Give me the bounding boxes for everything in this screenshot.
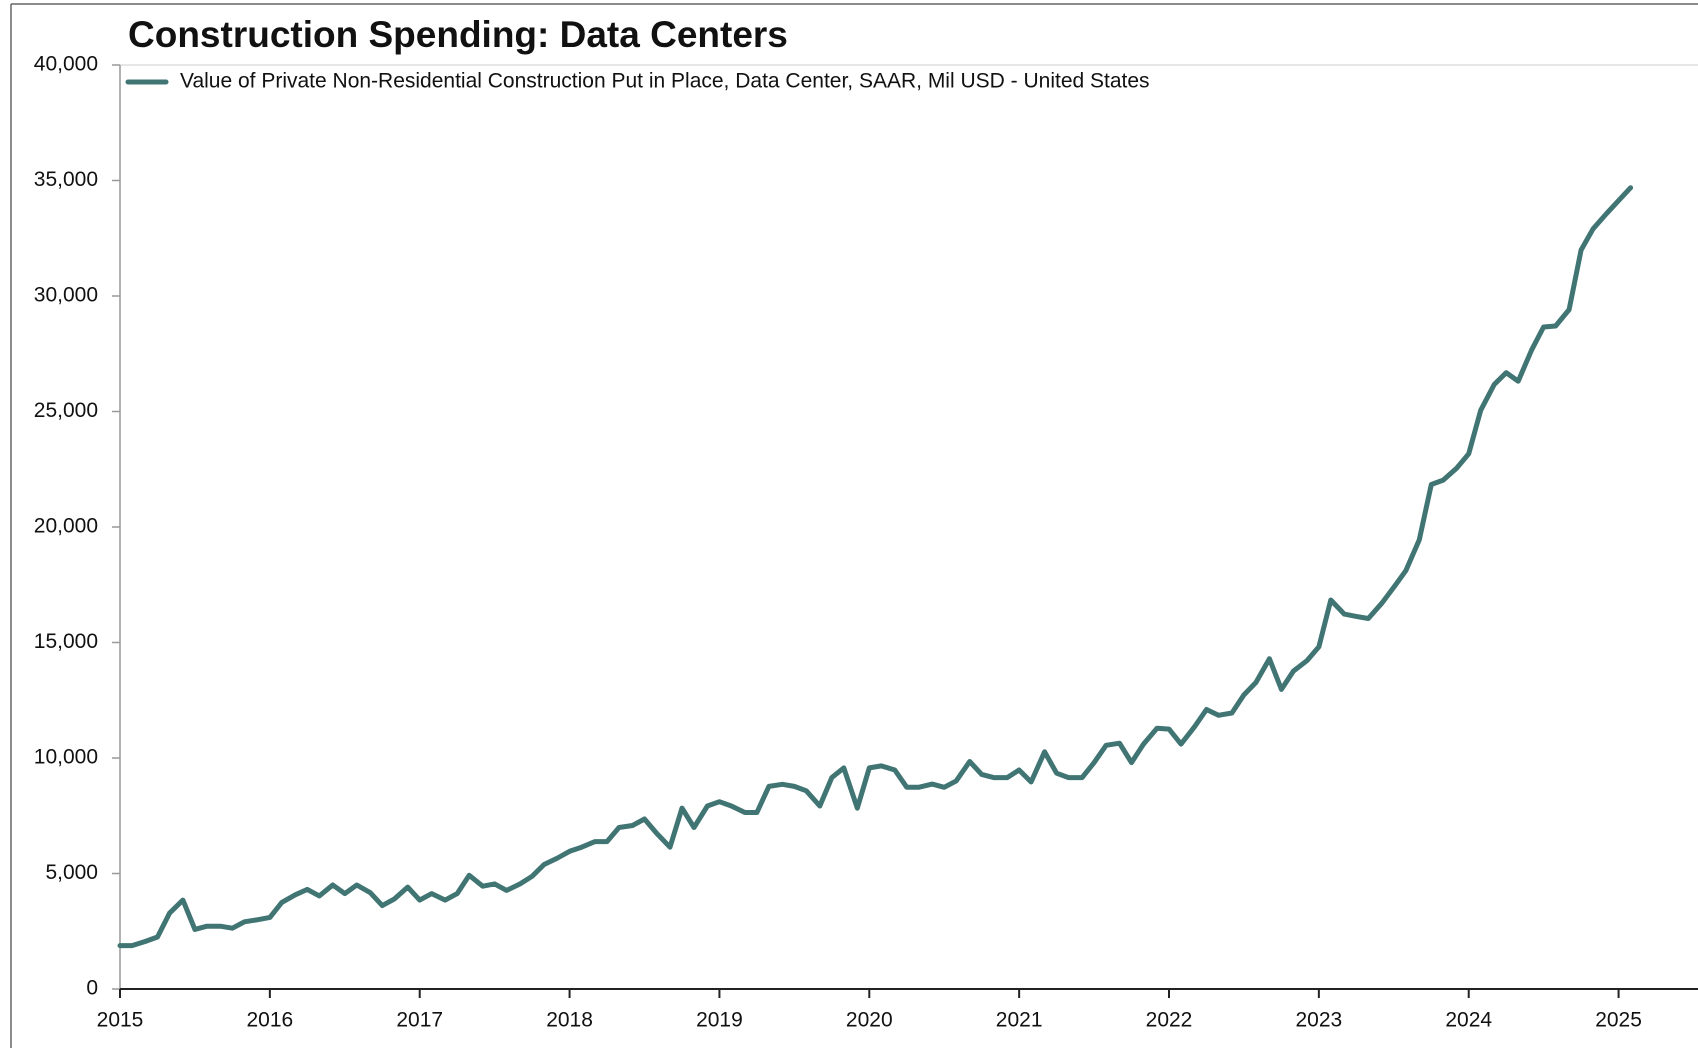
y-tick-label: 40,000 (34, 53, 98, 76)
x-tick-label: 2022 (1146, 1009, 1193, 1032)
y-tick-label: 20,000 (34, 515, 98, 538)
x-tick-label: 2019 (696, 1009, 743, 1032)
y-tick-label: 5,000 (45, 861, 98, 884)
x-tick-label: 2017 (396, 1009, 443, 1032)
x-tick-label: 2021 (996, 1009, 1043, 1032)
y-tick-label: 35,000 (34, 168, 98, 191)
x-tick-label: 2020 (846, 1009, 893, 1032)
x-tick-label: 2025 (1595, 1009, 1642, 1032)
y-tick-label: 0 (86, 977, 98, 1000)
x-tick-label: 2024 (1445, 1009, 1492, 1032)
x-tick-label: 2018 (546, 1009, 593, 1032)
y-tick-label: 15,000 (34, 630, 98, 653)
legend-label: Value of Private Non-Residential Constru… (180, 70, 1150, 93)
y-tick-label: 25,000 (34, 399, 98, 422)
y-tick-label: 30,000 (34, 284, 98, 307)
x-tick-label: 2015 (97, 1009, 144, 1032)
x-tick-label: 2023 (1296, 1009, 1343, 1032)
y-tick-label: 10,000 (34, 746, 98, 769)
line-series (117, 185, 1634, 949)
chart-title: Construction Spending: Data Centers (128, 14, 788, 55)
x-tick-label: 2016 (246, 1009, 293, 1032)
